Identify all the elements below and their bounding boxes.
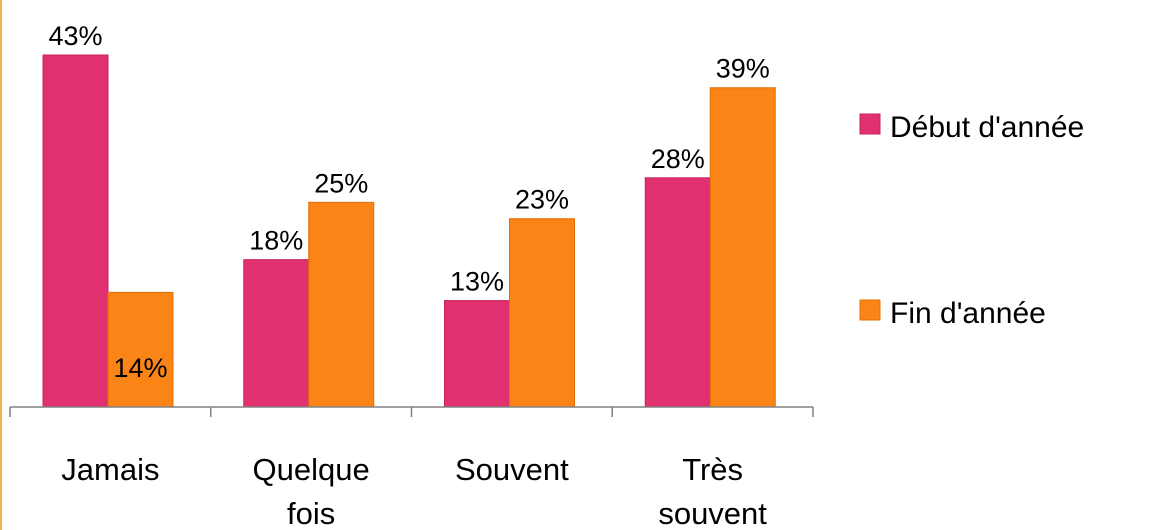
bar-fin-0: [107, 291, 174, 408]
data-label-fin-2: 23%: [515, 185, 569, 215]
category-label-0: Jamais: [61, 452, 159, 487]
bar-debut-1: [243, 259, 310, 408]
data-label-debut-2: 13%: [450, 267, 504, 297]
bar-fin-2: [509, 218, 575, 408]
category-label-3-line1: souvent: [658, 496, 767, 530]
legend: Début d'année Fin d'année: [859, 111, 1084, 330]
bar-fin-1: [308, 201, 375, 408]
bars-group: [42, 54, 776, 408]
data-label-debut-1: 18%: [249, 226, 303, 256]
category-label-1-line1: fois: [287, 496, 335, 530]
category-label-1-line0: Quelque: [253, 452, 370, 487]
legend-label-fin: Fin d'année: [890, 297, 1046, 330]
bar-fin-3: [709, 87, 776, 408]
data-label-debut-0: 43%: [48, 21, 102, 51]
bar-debut-3: [644, 177, 711, 408]
data-label-debut-3: 28%: [651, 144, 705, 174]
left-edge-stripe: [0, 0, 2, 530]
category-label-3-line0: Très: [682, 452, 743, 487]
legend-swatch-fin: [859, 299, 881, 321]
legend-swatch-debut: [859, 113, 881, 135]
data-label-fin-0: 14%: [113, 353, 167, 383]
x-axis: [9, 406, 814, 417]
category-labels-group: Jamais Quelque fois Souvent Très souvent: [61, 452, 767, 530]
data-labels-group: 43% 14% 18% 25% 13% 23% 28% 39%: [48, 21, 769, 383]
data-label-fin-3: 39%: [716, 54, 770, 84]
legend-label-debut: Début d'année: [890, 111, 1084, 144]
category-label-2: Souvent: [455, 452, 569, 487]
bar-debut-2: [444, 300, 510, 408]
bar-debut-0: [42, 54, 109, 408]
data-label-fin-1: 25%: [314, 168, 368, 198]
